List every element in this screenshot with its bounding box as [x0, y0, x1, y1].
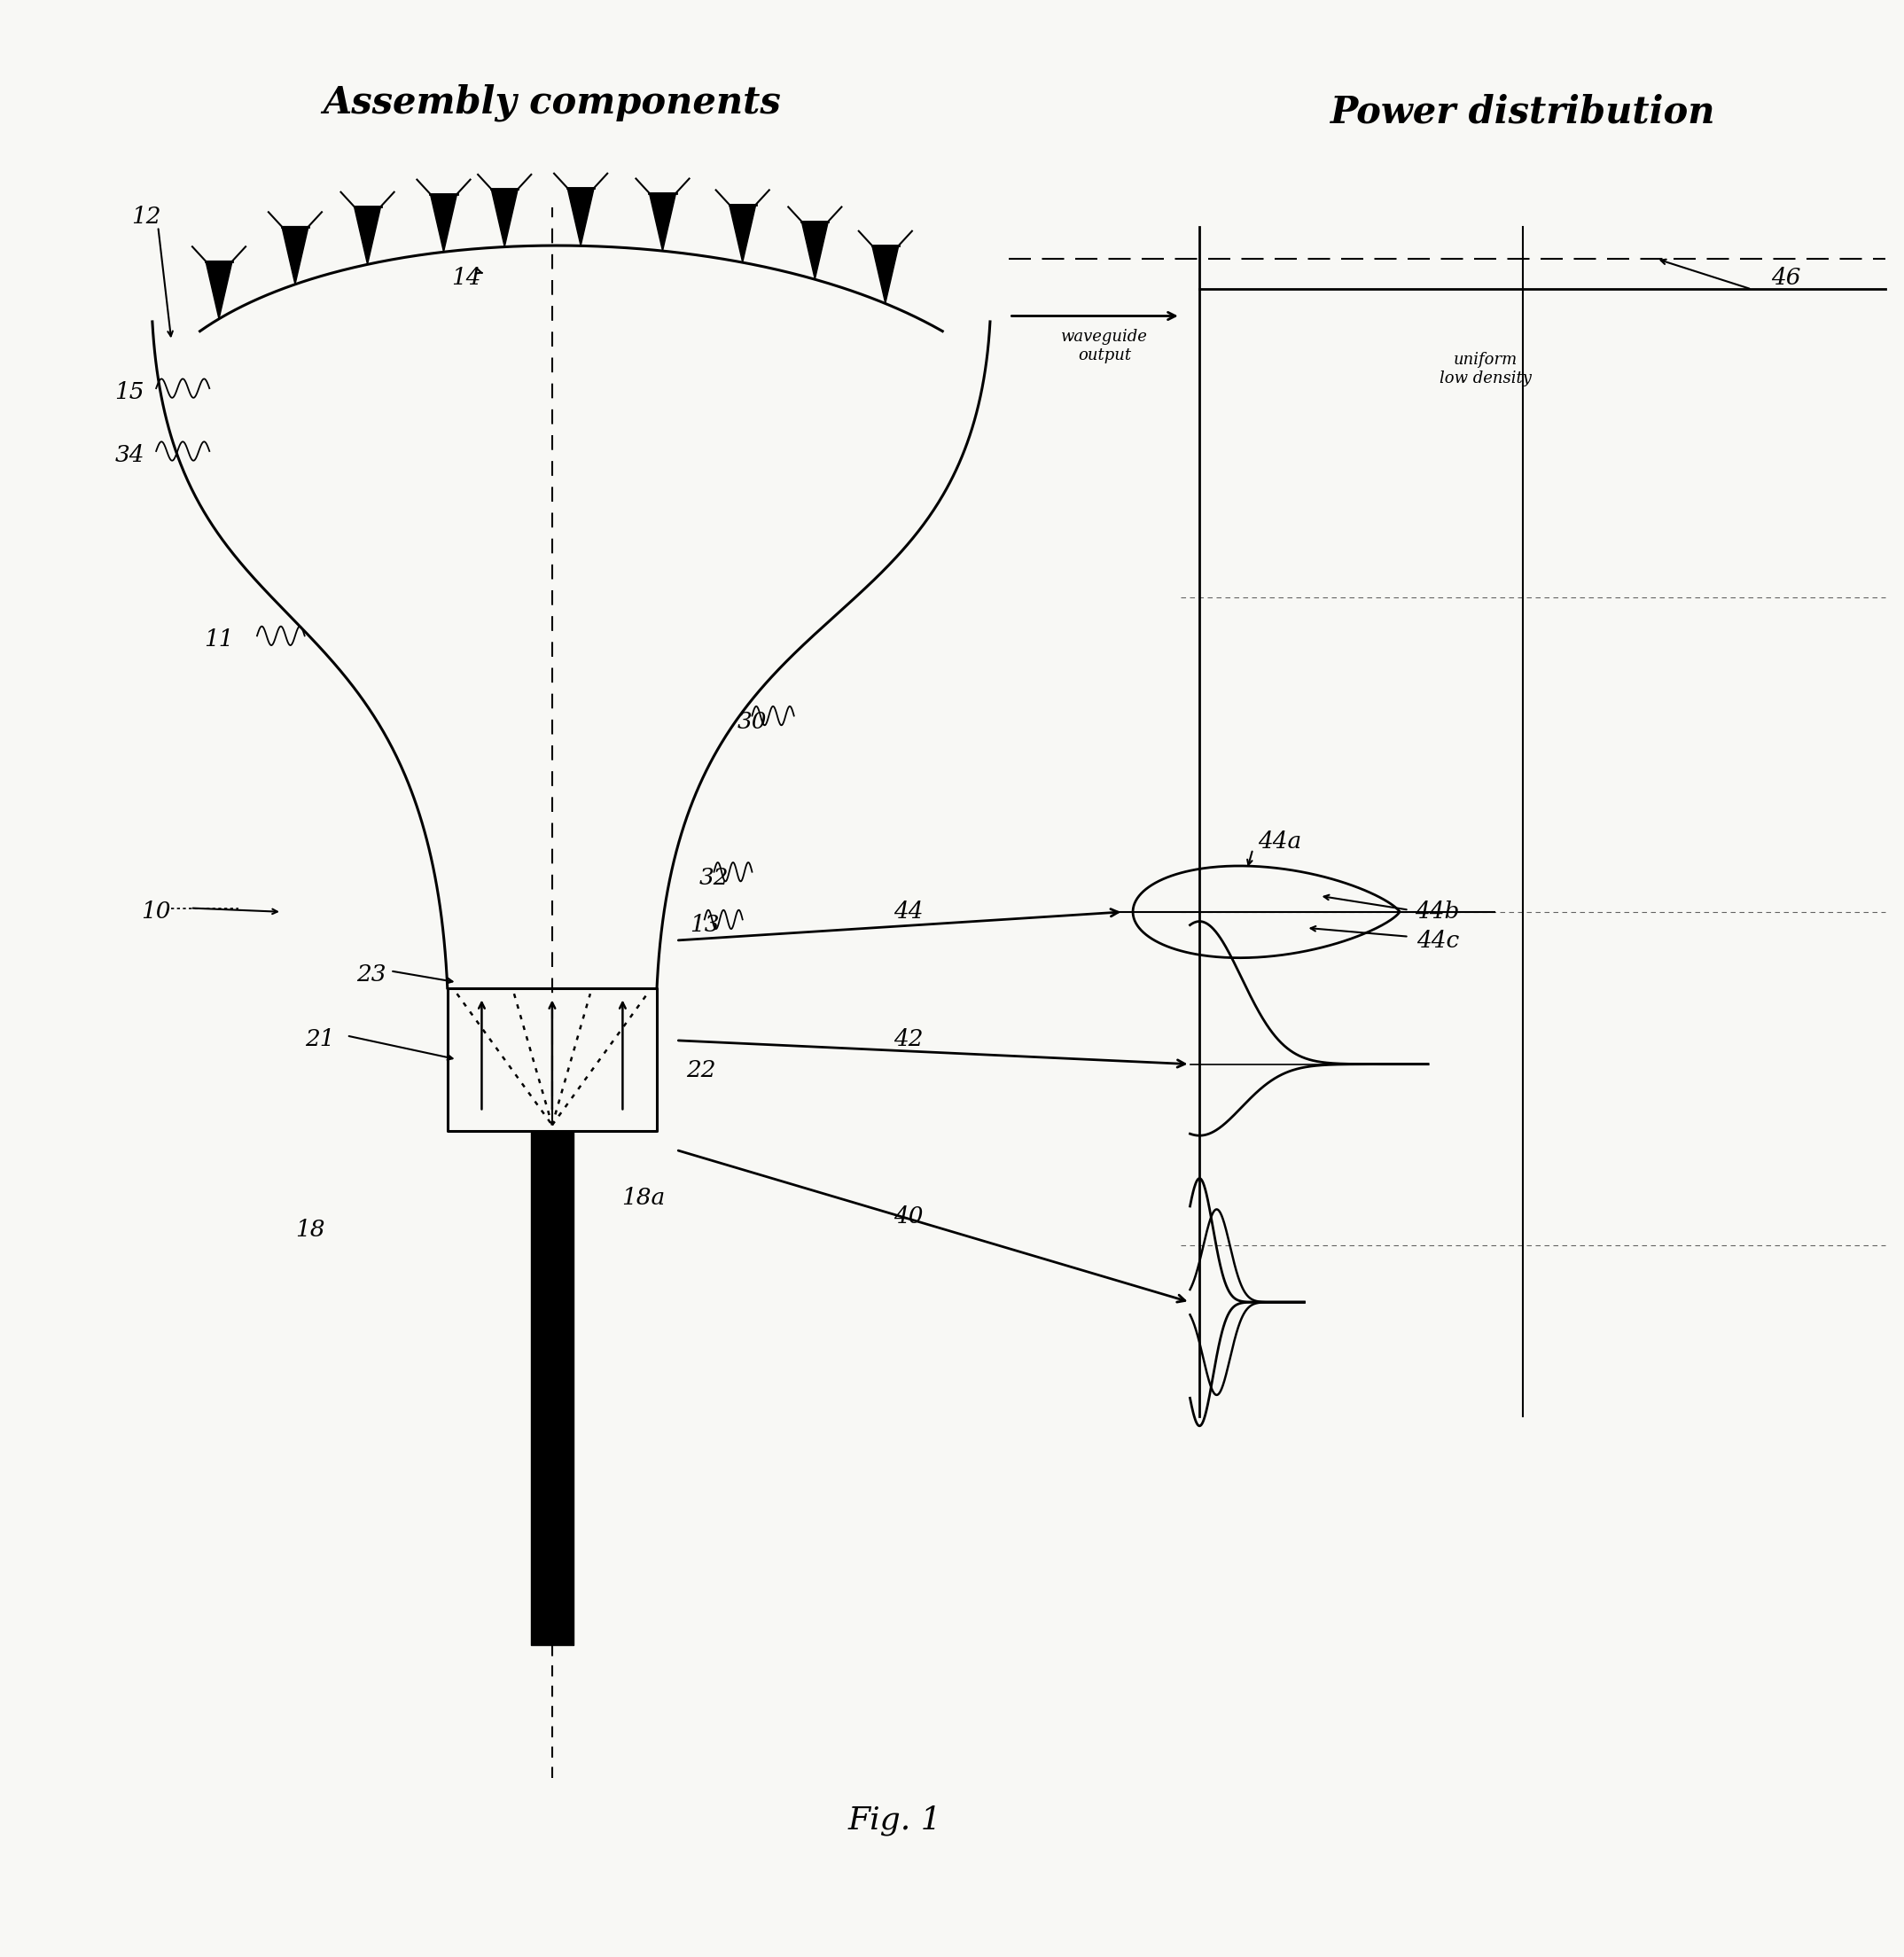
Text: Fig. 1: Fig. 1 [847, 1804, 942, 1836]
Polygon shape [802, 221, 828, 280]
Text: 46: 46 [1771, 266, 1801, 290]
Text: 34: 34 [114, 444, 145, 466]
Polygon shape [729, 204, 756, 262]
Text: Assembly components: Assembly components [324, 84, 781, 121]
Text: 11: 11 [204, 628, 234, 650]
Text: 40: 40 [893, 1206, 923, 1227]
Text: 44a: 44a [1259, 830, 1300, 853]
Text: 13: 13 [689, 914, 720, 935]
Polygon shape [430, 194, 457, 252]
Text: 30: 30 [737, 710, 767, 732]
Polygon shape [649, 194, 676, 250]
Polygon shape [282, 227, 308, 284]
Text: uniform
low density: uniform low density [1439, 352, 1531, 386]
Polygon shape [491, 190, 518, 247]
Text: 15: 15 [114, 382, 145, 403]
Text: 42: 42 [893, 1027, 923, 1051]
Text: 14: 14 [451, 266, 482, 290]
Text: 44: 44 [893, 900, 923, 924]
Text: 12: 12 [131, 205, 162, 229]
Text: 21: 21 [305, 1027, 335, 1051]
Text: 10: 10 [141, 900, 171, 924]
Text: 22: 22 [685, 1059, 716, 1080]
Text: 18a: 18a [623, 1186, 664, 1209]
Text: 32: 32 [699, 867, 729, 888]
Text: 44b: 44b [1415, 900, 1460, 924]
Polygon shape [567, 188, 594, 247]
Text: 18: 18 [295, 1219, 326, 1241]
Polygon shape [206, 260, 232, 319]
Text: Power distribution: Power distribution [1331, 94, 1716, 131]
Polygon shape [354, 207, 381, 264]
Text: waveguide
output: waveguide output [1061, 329, 1148, 364]
Text: 23: 23 [356, 963, 387, 986]
Polygon shape [872, 245, 899, 303]
Text: 44c: 44c [1417, 930, 1458, 951]
